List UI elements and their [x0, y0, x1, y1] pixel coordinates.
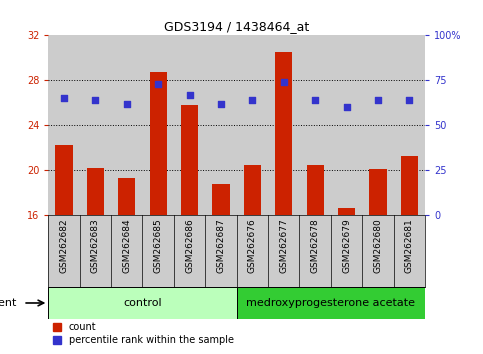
- Bar: [244, 165, 261, 215]
- Point: [280, 79, 288, 85]
- Bar: [338, 209, 355, 215]
- Point: [406, 97, 413, 103]
- Bar: [48, 287, 237, 319]
- Text: GSM262684: GSM262684: [122, 219, 131, 273]
- Text: GSM262686: GSM262686: [185, 219, 194, 274]
- Bar: [111, 35, 142, 215]
- Point: [312, 97, 319, 103]
- Point: [155, 81, 162, 87]
- Text: GSM262677: GSM262677: [279, 219, 288, 274]
- Bar: [87, 168, 104, 215]
- Text: agent: agent: [0, 298, 17, 308]
- Bar: [237, 287, 425, 319]
- Bar: [299, 35, 331, 215]
- Bar: [237, 35, 268, 215]
- Bar: [268, 35, 299, 215]
- Bar: [80, 35, 111, 215]
- Legend: count, percentile rank within the sample: count, percentile rank within the sample: [53, 322, 234, 346]
- Bar: [307, 165, 324, 215]
- Text: control: control: [123, 298, 162, 308]
- Point: [343, 104, 351, 110]
- Bar: [213, 184, 229, 215]
- Point: [92, 97, 99, 103]
- Title: GDS3194 / 1438464_at: GDS3194 / 1438464_at: [164, 20, 309, 33]
- Text: GSM262685: GSM262685: [154, 219, 163, 274]
- Bar: [48, 35, 80, 215]
- Text: GSM262681: GSM262681: [405, 219, 414, 274]
- Text: GSM262678: GSM262678: [311, 219, 320, 274]
- Bar: [275, 52, 292, 215]
- Bar: [362, 35, 394, 215]
- Point: [185, 92, 193, 98]
- Text: GSM262676: GSM262676: [248, 219, 257, 274]
- Bar: [142, 35, 174, 215]
- Text: GSM262683: GSM262683: [91, 219, 100, 274]
- Bar: [331, 35, 362, 215]
- Text: GSM262680: GSM262680: [373, 219, 383, 274]
- Text: medroxyprogesterone acetate: medroxyprogesterone acetate: [246, 298, 415, 308]
- Text: GSM262679: GSM262679: [342, 219, 351, 274]
- Bar: [394, 35, 425, 215]
- Bar: [174, 35, 205, 215]
- Text: GSM262682: GSM262682: [59, 219, 69, 273]
- Bar: [205, 35, 237, 215]
- Point: [60, 96, 68, 101]
- Point: [217, 101, 225, 107]
- Bar: [401, 156, 418, 215]
- Bar: [150, 73, 167, 215]
- Point: [123, 101, 130, 107]
- Bar: [118, 178, 135, 215]
- Text: GSM262687: GSM262687: [216, 219, 226, 274]
- Bar: [56, 145, 72, 215]
- Bar: [369, 169, 386, 215]
- Point: [374, 97, 382, 103]
- Point: [249, 97, 256, 103]
- Bar: [181, 105, 198, 215]
